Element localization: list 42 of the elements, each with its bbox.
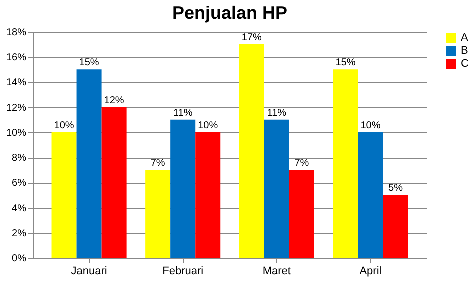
legend-label: A	[461, 32, 469, 44]
data-label: 12%	[104, 95, 124, 106]
bar	[52, 132, 77, 258]
data-label: 11%	[173, 108, 193, 119]
data-label: 15%	[336, 58, 356, 69]
y-tick-label: 14%	[6, 78, 27, 89]
y-tick-label: 16%	[6, 52, 27, 64]
y-tick-label: 2%	[12, 228, 27, 240]
bar	[289, 170, 314, 258]
data-label: 10%	[54, 120, 74, 132]
bar	[146, 170, 171, 258]
data-label: 10%	[360, 120, 381, 132]
bar	[102, 107, 127, 258]
chart-title: Penjualan HP	[172, 3, 288, 23]
data-label: 7%	[294, 158, 310, 170]
bar	[196, 132, 221, 258]
x-tick-label: Januari	[71, 266, 108, 278]
y-tick-label: 0%	[12, 254, 27, 264]
y-tick-label: 12%	[6, 102, 27, 114]
bar	[76, 70, 102, 258]
bar	[264, 120, 290, 258]
y-tick-label: 4%	[12, 203, 27, 214]
data-label: 5%	[388, 183, 404, 194]
y-tick-label: 18%	[6, 28, 27, 38]
data-label: 11%	[267, 108, 287, 119]
bar	[333, 70, 358, 258]
x-tick-label: Maret	[262, 266, 291, 278]
data-label: 7%	[150, 158, 166, 170]
x-tick-label: Februari	[162, 266, 204, 278]
bar	[239, 44, 264, 258]
bar	[170, 120, 196, 258]
data-label: 10%	[198, 120, 218, 132]
legend-label: C	[461, 58, 469, 70]
y-tick-label: 8%	[12, 153, 27, 164]
data-label: 17%	[242, 32, 262, 44]
x-tick-label: April	[360, 266, 382, 278]
bar	[358, 132, 384, 258]
legend-label: B	[461, 45, 468, 57]
y-tick-label: 10%	[6, 128, 27, 139]
bar	[383, 195, 408, 258]
data-label: 15%	[79, 58, 100, 69]
y-tick-label: 6%	[12, 178, 27, 190]
